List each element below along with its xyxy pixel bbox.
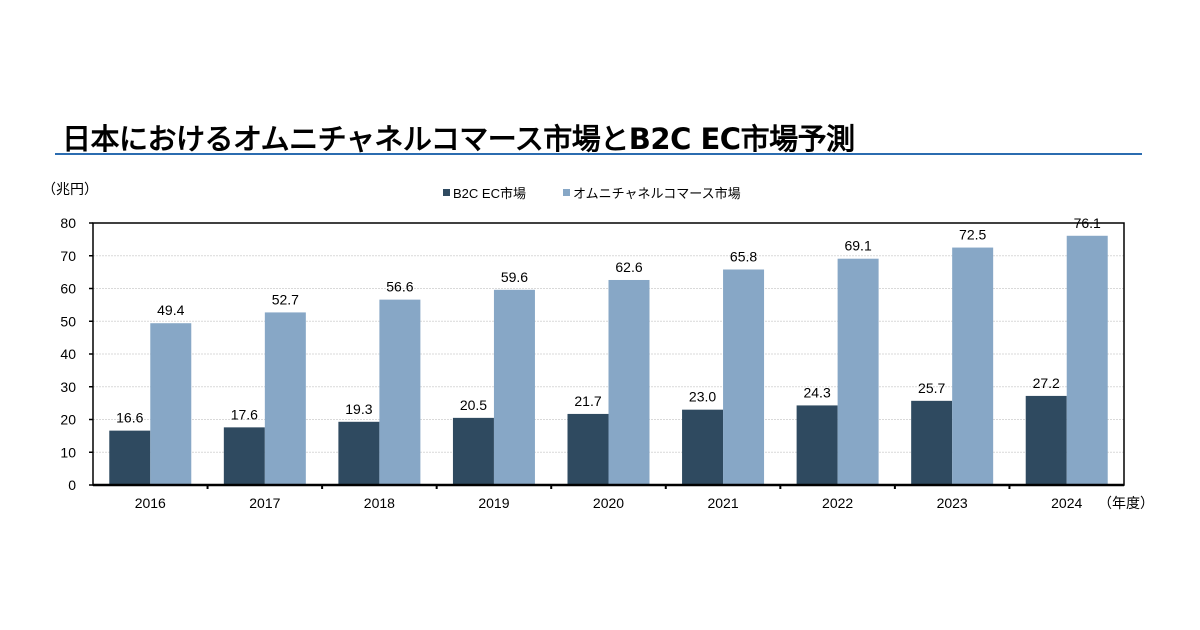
legend-swatch-1 [563,189,570,196]
y-tick-label: 10 [60,444,76,460]
bar-b2c-2021 [682,409,724,485]
bar-omni-2021 [723,269,765,485]
title-divider [55,153,1142,155]
bar-omni-2018 [379,299,421,485]
bar-omni-2023 [952,247,994,485]
x-tick-label: 2020 [593,495,624,511]
y-tick-label: 40 [60,346,76,362]
data-label: 52.7 [272,291,299,307]
bar-omni-2022 [837,258,879,485]
legend-label: オムニチャネルコマース市場 [573,186,741,201]
data-label: 24.3 [803,384,830,400]
data-label: 72.5 [959,227,986,243]
x-tick-label: 2023 [937,495,968,511]
data-label: 21.7 [574,393,601,409]
bar-b2c-2022 [796,405,838,485]
data-label: 25.7 [918,380,945,396]
y-tick-label: 30 [60,379,76,395]
data-label: 23.0 [689,389,716,405]
y-tick-label: 80 [60,215,76,231]
bar-omni-2024 [1066,235,1108,485]
bar-b2c-2019 [452,417,494,485]
bar-b2c-2020 [567,413,609,485]
data-label: 49.4 [157,302,184,318]
x-tick-label: 2024 [1051,495,1082,511]
x-axis-unit: （年度） [1098,495,1154,511]
bar-b2c-2024 [1025,395,1067,485]
y-tick-label: 50 [60,313,76,329]
data-label: 16.6 [116,410,143,426]
bar-omni-2016 [150,323,192,485]
data-label: 56.6 [386,279,413,295]
bar-b2c-2016 [109,430,151,485]
bar-omni-2020 [608,279,650,485]
x-tick-label: 2019 [478,495,509,511]
legend-swatch-0 [443,189,450,196]
x-tick-label: 2018 [364,495,395,511]
y-tick-label: 0 [68,477,76,493]
data-label: 20.5 [460,397,487,413]
x-tick-label: 2021 [707,495,738,511]
x-tick-label: 2022 [822,495,853,511]
x-tick-label: 2017 [249,495,280,511]
y-tick-label: 70 [60,248,76,264]
bar-omni-2017 [264,312,306,485]
chart-title: 日本におけるオムニチャネルコマース市場とB2C EC市場予測 [62,122,855,156]
data-label: 59.6 [501,269,528,285]
bar-omni-2019 [493,289,535,485]
data-label: 62.6 [615,259,642,275]
y-axis-unit: （兆円） [42,181,98,197]
data-label: 17.6 [231,406,258,422]
data-label: 27.2 [1033,375,1060,391]
data-label: 19.3 [345,401,372,417]
data-label: 69.1 [844,238,871,254]
y-tick-label: 60 [60,281,76,297]
y-tick-label: 20 [60,412,76,428]
data-label: 65.8 [730,249,757,265]
bar-b2c-2023 [911,400,953,485]
bar-b2c-2018 [338,421,380,485]
legend-label: B2C EC市場 [453,186,526,201]
bar-b2c-2017 [223,427,265,485]
x-tick-label: 2016 [135,495,166,511]
